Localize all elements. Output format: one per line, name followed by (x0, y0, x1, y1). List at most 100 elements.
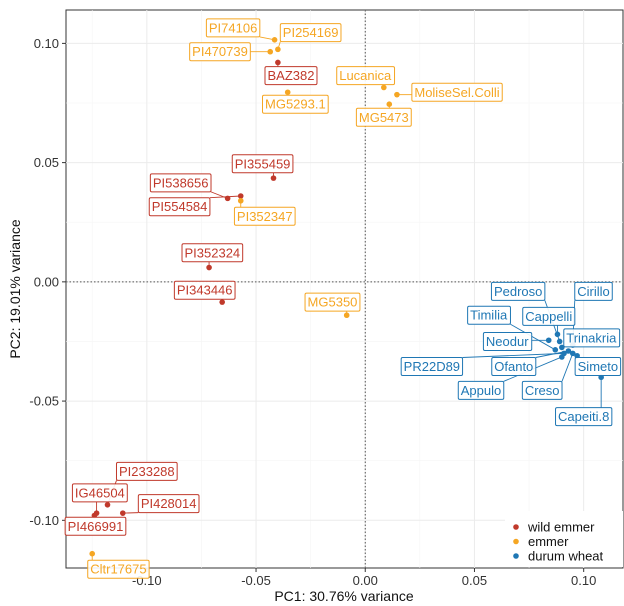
grid-major (66, 10, 623, 568)
point-label-box (233, 206, 296, 226)
point-label: MoliseSel.Colli (411, 82, 503, 102)
legend-item: durum wheat (513, 549, 604, 564)
point-label-text: PI352324 (185, 245, 241, 260)
point-label-text: MoliseSel.Colli (414, 85, 499, 100)
legend-label: wild emmer (527, 520, 595, 535)
point-label: PI254169 (279, 23, 342, 43)
point-labels: BAZ382 PI355459 PI538656 PI554584 PI352324 PI… (64, 18, 622, 579)
legend-item: emmer (513, 534, 569, 549)
point-label-box (64, 516, 127, 536)
y-tick-label: 0.00 (34, 274, 59, 289)
point-label-box (336, 66, 396, 86)
data-point (559, 354, 565, 360)
y-tick-label: 0.10 (34, 36, 59, 51)
data-point (552, 347, 559, 353)
point-label: Trinakria (563, 328, 621, 348)
point-label-box (555, 407, 613, 427)
point-label: Cappelli (522, 306, 576, 326)
data-point (275, 59, 281, 66)
point-label: Pedroso (490, 281, 546, 301)
point-label-text: PR22D89 (404, 359, 460, 374)
data-point (559, 344, 565, 351)
data-point (89, 550, 96, 557)
data-point (556, 338, 563, 345)
point-label-text: Timilia (470, 308, 508, 323)
point-label: IG46504 (71, 483, 128, 503)
point-label-text: MG5293.1 (265, 97, 326, 112)
data-points (89, 37, 604, 557)
x-tick-label: 0.05 (462, 573, 487, 588)
point-label-text: MG5350 (308, 295, 358, 310)
point-label: PI470739 (189, 42, 251, 62)
point-label: PI352324 (181, 243, 244, 263)
point-label-box (411, 82, 503, 102)
legend-label: durum wheat (528, 549, 604, 564)
legend-label: emmer (528, 534, 569, 549)
point-label-text: PI254169 (283, 25, 339, 40)
point-label-box (304, 292, 361, 312)
point-label-text: Trinakria (566, 330, 617, 345)
point-label-box (355, 107, 412, 127)
point-label-text: Ofanto (494, 359, 533, 374)
point-label: PI355459 (231, 154, 294, 174)
point-label-box (574, 281, 613, 301)
point-label: PI352347 (233, 206, 296, 226)
data-point (219, 299, 225, 305)
point-label-box (400, 357, 464, 376)
point-label-text: MG5473 (359, 110, 409, 125)
legend-item: wild emmer (513, 520, 595, 535)
point-label: PI538656 (149, 173, 212, 193)
point-label-box (482, 331, 533, 351)
x-tick-label: 0.10 (571, 573, 596, 588)
point-label-text: PI343446 (177, 283, 233, 298)
point-label-box (279, 23, 342, 43)
y-axis-ticks: -0.10 -0.05 0.00 0.05 0.10 (29, 36, 66, 528)
y-tick-label: -0.05 (29, 394, 59, 409)
y-tick-label: -0.10 (29, 513, 59, 528)
y-tick-label: 0.05 (34, 155, 59, 170)
data-point (386, 101, 393, 107)
y-axis-title: PC2: 19.01% variance (7, 219, 23, 359)
point-label: Neodur (482, 331, 533, 351)
point-label-text: Appulo (461, 383, 501, 398)
point-label-box (467, 305, 511, 325)
point-label-text: Pedroso (494, 284, 542, 299)
point-label-box (490, 281, 546, 301)
point-label-box (521, 380, 563, 400)
data-point (545, 337, 552, 344)
point-label-box (457, 380, 505, 400)
point-label-box (189, 42, 251, 62)
data-point (104, 502, 111, 508)
point-label-text: Lucanica (339, 68, 392, 83)
data-point (206, 264, 212, 271)
point-label: Ofanto (491, 357, 537, 376)
point-label-text: PI355459 (235, 156, 291, 171)
data-point (569, 350, 576, 357)
point-label: Cirillo (574, 281, 613, 301)
point-label: PI74106 (205, 18, 261, 38)
point-label-text: Cappelli (525, 309, 572, 324)
data-point (270, 175, 277, 181)
point-label-text: PI352347 (237, 209, 293, 224)
point-label-text: PI74106 (209, 20, 257, 35)
data-point (224, 195, 231, 202)
data-point (343, 312, 350, 319)
point-label-box (563, 328, 621, 348)
data-point (284, 89, 291, 96)
point-label: Creso (521, 380, 563, 400)
x-axis-title: PC1: 30.76% variance (274, 588, 414, 604)
point-label-box (262, 94, 329, 114)
legend-box (505, 511, 623, 567)
point-label: PI233288 (115, 461, 178, 481)
point-label: Lucanica (336, 66, 396, 86)
x-axis-ticks: -0.10 -0.05 0.00 0.05 0.10 (132, 568, 596, 588)
data-point (267, 48, 274, 55)
point-label-text: PI470739 (192, 44, 248, 59)
point-label: PI554584 (148, 197, 211, 217)
point-label: MG5350 (304, 292, 361, 312)
point-label-box (149, 173, 212, 193)
point-label-box (115, 461, 178, 481)
